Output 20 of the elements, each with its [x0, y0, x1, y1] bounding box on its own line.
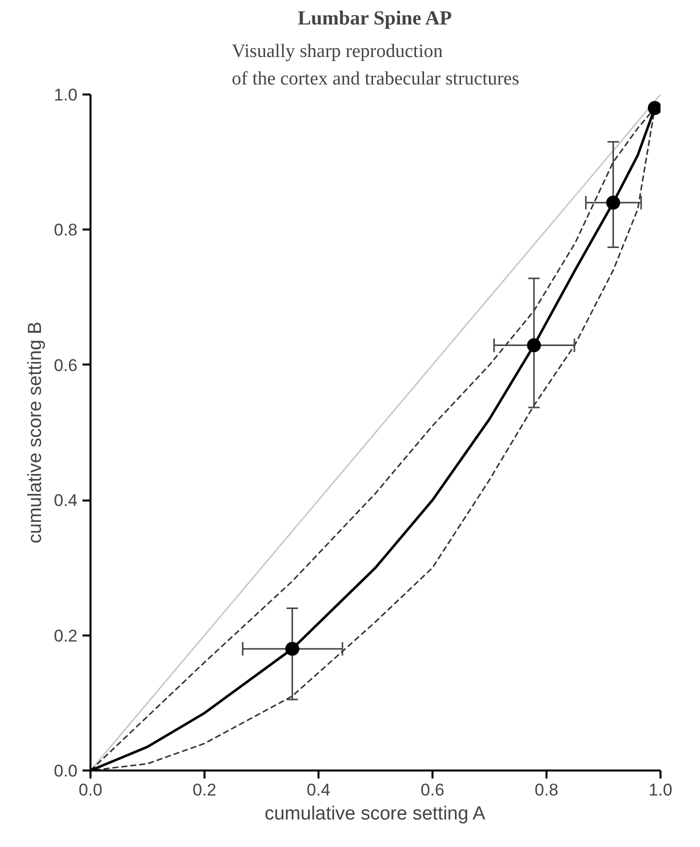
point: [526, 338, 541, 352]
x-tick-label: 0.4: [306, 780, 330, 800]
x-tick-label: 1.0: [648, 780, 672, 800]
point: [285, 642, 300, 656]
x-tick-label: 0.8: [534, 780, 558, 800]
y-tick-label: 1.0: [54, 86, 78, 104]
y-tick-label: 0.0: [54, 762, 78, 780]
chart-title: Lumbar Spine AP: [298, 8, 452, 30]
x-tick-label: 0.0: [78, 780, 102, 800]
y-tick-label: 0.4: [54, 491, 78, 510]
y-tick-label: 0.2: [54, 626, 78, 646]
chart-subtitle: Visually sharp reproduction of the cortex and trabecular structures: [232, 41, 520, 90]
y-tick-label: 0.6: [54, 356, 78, 375]
y-tick-label: 0.8: [54, 220, 78, 240]
x-tick-label: 0.2: [192, 780, 216, 800]
x-tick-label: 0.6: [420, 780, 444, 800]
y-axis-title: cumulative score setting B: [24, 322, 46, 544]
x-axis-title: cumulative score setting A: [264, 804, 486, 824]
point: [606, 196, 620, 210]
point: [648, 101, 660, 116]
